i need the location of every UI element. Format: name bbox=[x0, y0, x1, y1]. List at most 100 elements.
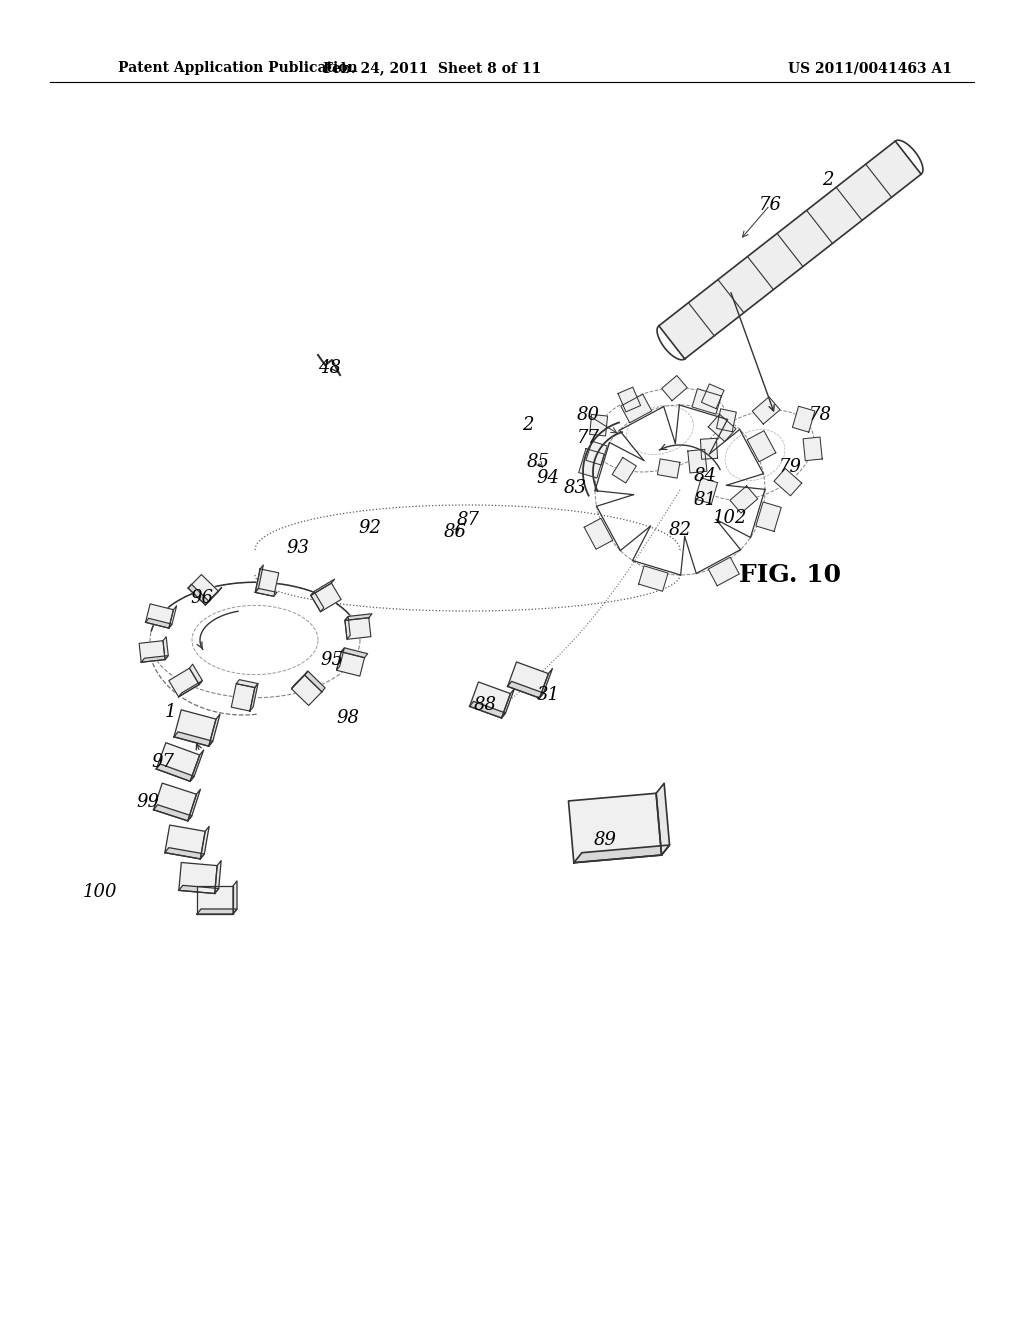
Text: 76: 76 bbox=[759, 195, 781, 214]
Polygon shape bbox=[709, 557, 739, 586]
Polygon shape bbox=[337, 652, 365, 676]
Polygon shape bbox=[774, 469, 802, 496]
Polygon shape bbox=[179, 862, 217, 894]
Text: 80: 80 bbox=[577, 407, 599, 424]
Polygon shape bbox=[658, 141, 922, 359]
Polygon shape bbox=[305, 671, 325, 692]
Polygon shape bbox=[793, 407, 815, 432]
Polygon shape bbox=[187, 789, 201, 821]
Polygon shape bbox=[139, 640, 165, 663]
Polygon shape bbox=[540, 669, 552, 698]
Text: 92: 92 bbox=[358, 519, 382, 537]
Polygon shape bbox=[174, 731, 213, 746]
Text: 79: 79 bbox=[778, 458, 802, 477]
Polygon shape bbox=[255, 569, 279, 597]
Polygon shape bbox=[169, 668, 200, 697]
Polygon shape bbox=[157, 764, 195, 781]
Text: 1: 1 bbox=[164, 704, 176, 721]
Polygon shape bbox=[717, 409, 736, 432]
Polygon shape bbox=[250, 684, 258, 711]
Polygon shape bbox=[174, 710, 216, 746]
Text: 84: 84 bbox=[693, 467, 717, 484]
Text: Patent Application Publication: Patent Application Publication bbox=[118, 61, 357, 75]
Polygon shape bbox=[586, 441, 607, 465]
Polygon shape bbox=[231, 684, 255, 711]
Polygon shape bbox=[141, 656, 168, 663]
Text: 81: 81 bbox=[693, 491, 717, 510]
Polygon shape bbox=[292, 671, 308, 689]
Polygon shape bbox=[585, 519, 612, 549]
Polygon shape bbox=[233, 880, 237, 913]
Polygon shape bbox=[639, 566, 668, 591]
Polygon shape bbox=[189, 664, 203, 685]
Polygon shape bbox=[255, 589, 278, 597]
Polygon shape bbox=[753, 397, 780, 424]
Polygon shape bbox=[662, 375, 687, 401]
Text: 93: 93 bbox=[287, 539, 309, 557]
Polygon shape bbox=[701, 384, 724, 409]
Text: 102: 102 bbox=[713, 510, 748, 527]
Text: 97: 97 bbox=[152, 752, 174, 771]
Polygon shape bbox=[154, 805, 191, 821]
Polygon shape bbox=[590, 414, 607, 436]
Text: 86: 86 bbox=[443, 523, 467, 541]
Polygon shape bbox=[470, 682, 510, 718]
Polygon shape bbox=[803, 437, 822, 461]
Text: 89: 89 bbox=[594, 832, 616, 849]
Polygon shape bbox=[618, 387, 641, 412]
Text: 48: 48 bbox=[318, 359, 341, 378]
Text: US 2011/0041463 A1: US 2011/0041463 A1 bbox=[788, 61, 952, 75]
Polygon shape bbox=[311, 591, 324, 611]
Text: 83: 83 bbox=[563, 479, 587, 498]
Polygon shape bbox=[215, 861, 221, 894]
Polygon shape bbox=[470, 701, 506, 718]
Text: 99: 99 bbox=[136, 793, 160, 810]
Polygon shape bbox=[748, 430, 776, 462]
Polygon shape bbox=[508, 681, 544, 698]
Text: 82: 82 bbox=[669, 521, 691, 539]
Polygon shape bbox=[345, 614, 372, 620]
Polygon shape bbox=[311, 583, 341, 611]
Text: 87: 87 bbox=[457, 511, 479, 529]
Polygon shape bbox=[656, 783, 670, 855]
Text: 78: 78 bbox=[809, 407, 831, 424]
Polygon shape bbox=[145, 618, 172, 628]
Polygon shape bbox=[157, 743, 200, 781]
Polygon shape bbox=[292, 675, 322, 705]
Text: 2: 2 bbox=[822, 172, 834, 189]
Polygon shape bbox=[508, 661, 549, 698]
Polygon shape bbox=[179, 886, 219, 894]
Polygon shape bbox=[657, 459, 680, 478]
Text: Feb. 24, 2011  Sheet 8 of 11: Feb. 24, 2011 Sheet 8 of 11 bbox=[323, 61, 541, 75]
Polygon shape bbox=[730, 486, 758, 513]
Text: 85: 85 bbox=[526, 453, 550, 471]
Polygon shape bbox=[612, 458, 636, 483]
Text: 88: 88 bbox=[473, 696, 497, 714]
Polygon shape bbox=[190, 750, 204, 781]
Polygon shape bbox=[573, 845, 670, 863]
Text: 98: 98 bbox=[337, 709, 359, 727]
Text: 77: 77 bbox=[577, 429, 599, 447]
Text: 2: 2 bbox=[522, 416, 534, 434]
Polygon shape bbox=[154, 783, 197, 821]
Polygon shape bbox=[700, 438, 718, 459]
Polygon shape bbox=[709, 414, 736, 441]
Polygon shape bbox=[178, 681, 203, 697]
Polygon shape bbox=[692, 388, 721, 414]
Polygon shape bbox=[255, 565, 263, 593]
Polygon shape bbox=[695, 478, 718, 504]
Polygon shape bbox=[165, 825, 205, 859]
Polygon shape bbox=[688, 449, 707, 473]
Polygon shape bbox=[502, 689, 514, 718]
Text: FIG. 10: FIG. 10 bbox=[739, 564, 841, 587]
Text: 31: 31 bbox=[537, 686, 559, 704]
Polygon shape bbox=[201, 826, 209, 859]
Polygon shape bbox=[345, 618, 371, 639]
Text: 100: 100 bbox=[83, 883, 118, 902]
Polygon shape bbox=[163, 636, 168, 660]
Polygon shape bbox=[756, 502, 781, 532]
Polygon shape bbox=[197, 886, 233, 913]
Text: 94: 94 bbox=[537, 469, 559, 487]
Text: 95: 95 bbox=[321, 651, 343, 669]
Polygon shape bbox=[311, 579, 335, 595]
